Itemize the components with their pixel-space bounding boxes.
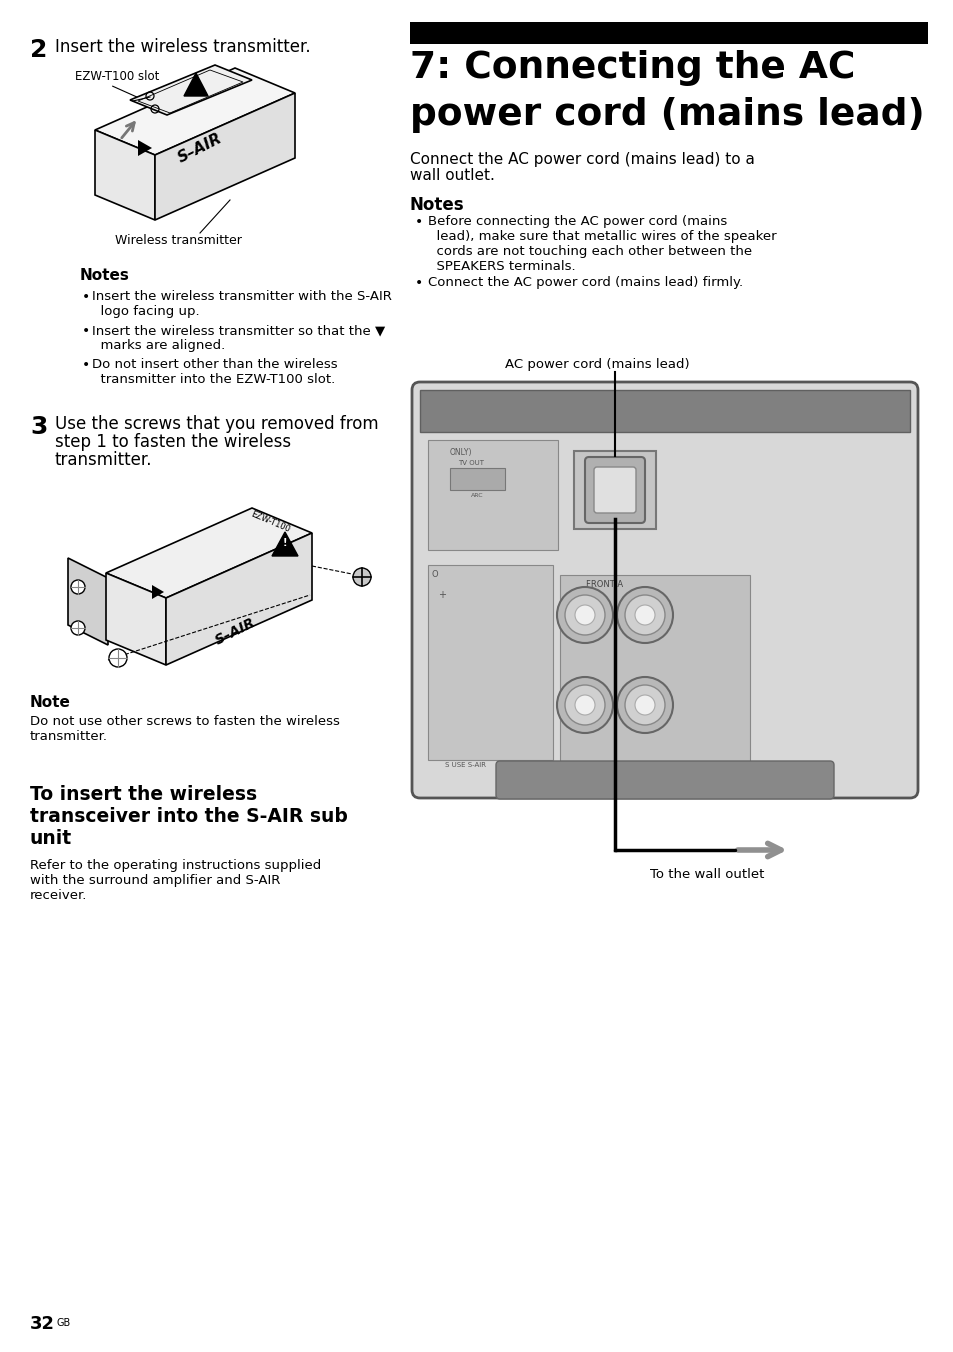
Text: power cord (mains lead): power cord (mains lead) [410,97,923,132]
Circle shape [109,649,127,667]
Text: cords are not touching each other between the: cords are not touching each other betwee… [428,245,751,258]
Text: +: + [578,598,584,607]
Text: unit: unit [30,829,72,848]
Text: L: L [567,598,572,607]
Bar [450,468,504,489]
Bar [574,452,656,529]
Circle shape [575,695,595,715]
Text: !: ! [282,538,287,548]
Text: To insert the wireless: To insert the wireless [30,786,257,804]
Circle shape [624,595,664,635]
Text: EZW-T100: EZW-T100 [249,510,291,534]
Polygon shape [106,508,312,598]
Text: GB: GB [57,1318,71,1328]
Circle shape [635,604,655,625]
Polygon shape [184,73,208,96]
FancyBboxPatch shape [594,466,636,512]
Polygon shape [95,130,154,220]
Text: Do not use other screws to fasten the wireless: Do not use other screws to fasten the wi… [30,715,339,727]
Text: transceiver into the S-AIR sub: transceiver into the S-AIR sub [30,807,348,826]
Circle shape [71,621,85,635]
Text: Before connecting the AC power cord (mains: Before connecting the AC power cord (mai… [428,215,726,228]
Bar [559,575,749,771]
Text: •: • [415,276,423,289]
Text: O: O [432,571,438,579]
Polygon shape [154,93,294,220]
Circle shape [575,604,595,625]
Polygon shape [95,68,294,155]
Text: Connect the AC power cord (mains lead) to a: Connect the AC power cord (mains lead) t… [410,151,754,168]
Text: ONLY): ONLY) [450,448,472,457]
Text: 7: Connecting the AC: 7: Connecting the AC [410,50,855,87]
Polygon shape [166,533,312,665]
Text: Notes: Notes [80,268,130,283]
Polygon shape [68,558,108,645]
Text: Use the screws that you removed from: Use the screws that you removed from [55,415,378,433]
Bar [428,439,558,550]
Circle shape [557,587,613,644]
Text: Insert the wireless transmitter with the S-AIR: Insert the wireless transmitter with the… [91,289,392,303]
Circle shape [557,677,613,733]
Text: 2: 2 [30,38,48,62]
Text: with the surround amplifier and S-AIR: with the surround amplifier and S-AIR [30,873,280,887]
Text: 3: 3 [30,415,48,439]
Text: lead), make sure that metallic wires of the speaker: lead), make sure that metallic wires of … [428,230,776,243]
Text: •: • [82,324,91,338]
FancyBboxPatch shape [412,383,917,798]
Bar [428,565,553,760]
FancyBboxPatch shape [496,761,833,799]
Text: Wireless transmitter: Wireless transmitter [114,234,241,247]
Text: •: • [82,289,91,304]
Text: S–AIR: S–AIR [213,617,257,648]
Text: +: + [437,589,446,600]
Text: Connect the AC power cord (mains lead) firmly.: Connect the AC power cord (mains lead) f… [428,276,742,289]
Text: R: R [567,688,574,698]
Circle shape [564,595,604,635]
Text: wall outlet.: wall outlet. [410,168,495,183]
Text: FRONT A: FRONT A [586,580,623,589]
Text: Insert the wireless transmitter so that the ▼: Insert the wireless transmitter so that … [91,324,385,337]
Text: •: • [82,358,91,372]
Text: 32: 32 [30,1315,55,1333]
Circle shape [617,677,672,733]
Polygon shape [152,585,164,599]
Circle shape [624,685,664,725]
Bar [410,22,927,45]
Text: TV OUT: TV OUT [457,460,483,466]
Text: step 1 to fasten the wireless: step 1 to fasten the wireless [55,433,291,452]
Circle shape [71,580,85,594]
Text: Insert the wireless transmitter.: Insert the wireless transmitter. [55,38,311,55]
Polygon shape [130,65,252,115]
Text: Note: Note [30,695,71,710]
Text: To the wall outlet: To the wall outlet [649,868,763,882]
Text: receiver.: receiver. [30,890,88,902]
Polygon shape [272,531,297,556]
Text: transmitter.: transmitter. [30,730,108,744]
Text: Notes: Notes [410,196,464,214]
Text: EZW-T100 slot: EZW-T100 slot [75,70,159,82]
Circle shape [617,587,672,644]
Text: marks are aligned.: marks are aligned. [91,339,225,352]
Text: SPEAKERS terminals.: SPEAKERS terminals. [428,260,575,273]
Text: transmitter.: transmitter. [55,452,152,469]
Polygon shape [138,141,152,155]
Text: ARC: ARC [470,493,483,498]
Polygon shape [106,573,166,665]
Text: logo facing up.: logo facing up. [91,306,199,318]
Bar [419,389,909,433]
FancyBboxPatch shape [584,457,644,523]
Text: S–AIR: S–AIR [175,131,225,165]
Text: −: − [626,598,635,608]
Circle shape [635,695,655,715]
Text: Refer to the operating instructions supplied: Refer to the operating instructions supp… [30,859,321,872]
Circle shape [353,568,371,585]
Text: AC power cord (mains lead): AC power cord (mains lead) [504,358,689,370]
Text: S USE S-AIR: S USE S-AIR [444,763,485,768]
Text: Do not insert other than the wireless: Do not insert other than the wireless [91,358,337,370]
Text: transmitter into the EZW-T100 slot.: transmitter into the EZW-T100 slot. [91,373,335,387]
Circle shape [564,685,604,725]
Text: •: • [415,215,423,228]
